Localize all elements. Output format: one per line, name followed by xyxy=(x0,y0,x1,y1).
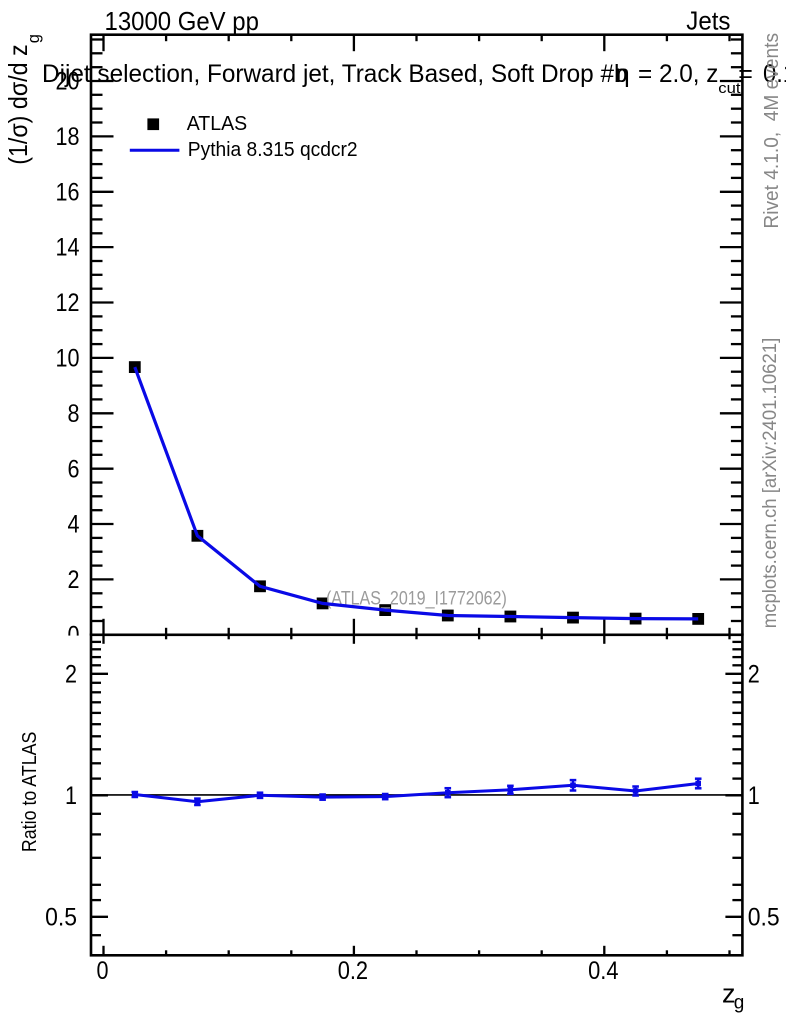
svg-text:0.1: 0.1 xyxy=(763,60,786,88)
svg-text:Jets: Jets xyxy=(686,7,730,36)
svg-text:6: 6 xyxy=(68,455,80,483)
svg-text:Dijet selection, Forward jet,: Dijet selection, Forward jet, Track Base… xyxy=(42,61,628,88)
svg-text:0.2: 0.2 xyxy=(338,957,368,985)
svg-text:1: 1 xyxy=(748,781,760,809)
svg-text:η: η xyxy=(616,60,630,88)
svg-text:12: 12 xyxy=(56,289,80,317)
svg-text:10: 10 xyxy=(56,344,80,372)
svg-text:8: 8 xyxy=(68,399,80,427)
svg-text:z: z xyxy=(722,979,736,1009)
svg-text:Pythia 8.315 qcdcr2: Pythia 8.315 qcdcr2 xyxy=(188,138,358,161)
svg-text:14: 14 xyxy=(56,233,80,261)
svg-text:16: 16 xyxy=(56,178,80,206)
svg-text:cut: cut xyxy=(718,81,741,97)
svg-text:13000 GeV pp: 13000 GeV pp xyxy=(105,7,259,36)
svg-text:1: 1 xyxy=(65,781,77,809)
svg-text:0.5: 0.5 xyxy=(748,904,780,932)
svg-text:4: 4 xyxy=(68,510,80,538)
svg-text:2: 2 xyxy=(748,660,760,688)
svg-text:= 2.0, z: = 2.0, z xyxy=(638,61,718,88)
svg-text:0.4: 0.4 xyxy=(588,957,618,985)
svg-text:=: = xyxy=(738,60,753,88)
svg-text:18: 18 xyxy=(56,123,80,151)
svg-text:g: g xyxy=(734,993,745,1014)
svg-text:20: 20 xyxy=(56,67,80,95)
svg-text:2: 2 xyxy=(68,566,80,594)
svg-text:Rivet 4.1.0, 4M events: Rivet 4.1.0, 4M events xyxy=(760,33,782,229)
svg-text:(ATLAS_2019_I1772062): (ATLAS_2019_I1772062) xyxy=(326,587,507,610)
svg-text:ATLAS: ATLAS xyxy=(187,113,247,136)
svg-text:g: g xyxy=(25,34,43,43)
svg-text:2: 2 xyxy=(65,660,77,688)
svg-text:mcplots.cern.ch [arXiv:2401.10: mcplots.cern.ch [arXiv:2401.10621] xyxy=(760,338,782,628)
svg-text:(1/σ) dσ/d z: (1/σ) dσ/d z xyxy=(5,44,33,164)
svg-text:0.5: 0.5 xyxy=(45,904,77,932)
svg-text:0: 0 xyxy=(97,957,109,985)
svg-text:Ratio to ATLAS: Ratio to ATLAS xyxy=(19,732,41,853)
